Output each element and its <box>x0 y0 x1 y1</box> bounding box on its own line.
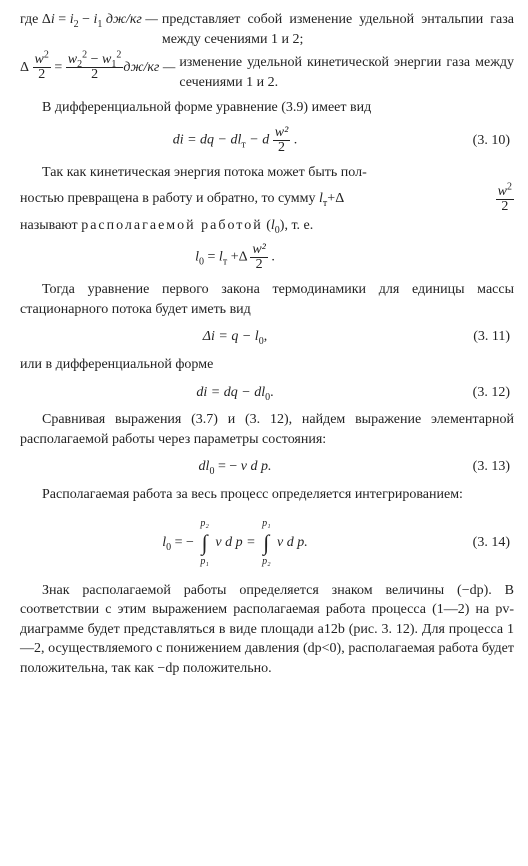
var-i: i <box>51 12 55 27</box>
intsym2: ∫ <box>263 531 269 555</box>
b2: p₂ <box>262 555 270 567</box>
b: p₁ <box>200 556 208 567</box>
eq313-body: dl0 = − v d p. <box>20 457 450 477</box>
e312-t: di = dq − dl <box>196 385 265 400</box>
para-sign: Знак располагаемой работы определяется з… <box>20 581 514 679</box>
unit2: дж/кг — <box>123 58 175 78</box>
eq: = <box>208 250 216 265</box>
para-then: Тогда уравнение первого закона термодина… <box>20 280 514 319</box>
unit: дж/кг — <box>106 12 158 27</box>
s1: 1 <box>97 19 102 30</box>
kb-pre: ностью превращена в работу и обратно, то… <box>20 191 319 206</box>
eq: = − <box>175 535 194 550</box>
b: p₂ <box>262 556 270 567</box>
minus: − <box>82 12 90 27</box>
s2: 2 <box>74 19 79 30</box>
def1-rhs: представляет собой изменение удельной эн… <box>162 10 514 49</box>
kb-plus: +Δ <box>327 191 344 206</box>
equation-3-12: di = dq − dl0. (3. 12) <box>20 383 514 403</box>
definition-delta-w2: Δ w2 2 = w22 − w12 2 дж/кг — изменение у… <box>20 53 514 92</box>
plus: +Δ <box>231 250 247 265</box>
eq310-no: (3. 10) <box>450 131 514 151</box>
e310-dot: . <box>290 133 297 148</box>
eq: = <box>58 12 66 27</box>
t2: p₁ <box>262 519 270 531</box>
para-diff-form: В дифференциальной форме уравнение (3.9)… <box>20 98 514 118</box>
d: 2 <box>250 258 268 272</box>
definition-delta-i: где Δi = i2 − i1 дж/кг — представляет со… <box>20 10 514 49</box>
eq312-body: di = dq − dl0. <box>20 383 450 403</box>
eq: = − <box>218 459 237 474</box>
int1: p₂ ∫ p₁ <box>197 519 211 567</box>
e311-t: Δi = q − l <box>203 329 259 344</box>
dl: dl <box>199 459 210 474</box>
para-or: или в дифференциальной форме <box>20 355 514 375</box>
para-kinetic-2: ностью превращена в работу и обратно, то… <box>20 185 514 214</box>
para-kinetic-3: называют располагаемой работой (l0), т. … <box>20 216 514 236</box>
eq313-no: (3. 13) <box>450 457 514 477</box>
def2-lhs: Δ w2 2 = w22 − w12 2 дж/кг — <box>20 53 179 82</box>
para-kinetic-1: Так как кинетическая энергия потока може… <box>20 163 514 183</box>
eq310-body: di = dq − dlт − d w² 2 . <box>20 126 450 155</box>
tail: v d p. <box>277 535 308 550</box>
kc-pre: называют <box>20 218 81 233</box>
def2-rhs: изменение удельной кинетической энергии … <box>179 53 514 92</box>
equation-3-14: l0 = − p₂ ∫ p₁ v d p = p₁ ∫ p₂ v d p. (3… <box>20 519 514 567</box>
kc-post: ( <box>263 218 271 233</box>
equation-l0-def: l0 = lт +Δ w² 2 . <box>20 243 514 272</box>
frac-w2-diff: w22 − w12 2 <box>66 53 124 82</box>
s0: 0 <box>166 542 171 553</box>
def1-lhs: где Δi = i2 − i1 дж/кг — <box>20 10 162 30</box>
s0: 0 <box>199 257 204 268</box>
t: w² <box>275 125 289 140</box>
equation-3-11: Δi = q − l0, (3. 11) <box>20 327 514 347</box>
equation-3-13: dl0 = − v d p. (3. 13) <box>20 457 514 477</box>
kc-end: ), т. е. <box>280 218 313 233</box>
eq311-body: Δi = q − l0, <box>20 327 450 347</box>
e310-b: − d <box>246 133 273 148</box>
e311-c: , <box>264 329 268 344</box>
e310-num: w² <box>273 126 291 141</box>
fr: w² 2 <box>250 243 268 272</box>
e310-frac: w² 2 <box>273 126 291 155</box>
equation-3-10: di = dq − dlт − d w² 2 . (3. 10) <box>20 126 514 155</box>
e310-a: di = dq − dl <box>173 133 242 148</box>
st: т <box>223 257 227 268</box>
eq314-no: (3. 14) <box>450 533 514 553</box>
dp: d p. <box>247 459 272 474</box>
eq-l0-body: l0 = lт +Δ w² 2 . <box>20 243 450 272</box>
n: w² <box>252 242 266 257</box>
b1: p₁ <box>200 555 208 567</box>
frac-w2-left: w2 2 <box>33 53 51 82</box>
t: p₂ <box>200 518 208 529</box>
e310-den: 2 <box>273 141 291 155</box>
int2: p₁ ∫ p₂ <box>259 519 273 567</box>
t: p₁ <box>262 518 270 529</box>
kb-frac: w2 2 <box>496 185 514 214</box>
s0: 0 <box>209 466 214 477</box>
eq312-no: (3. 12) <box>450 383 514 403</box>
e312-d: . <box>270 385 274 400</box>
intsym1: ∫ <box>202 531 208 555</box>
mid: v d p = <box>215 535 255 550</box>
txt: где Δ <box>20 12 51 27</box>
dot: . <box>268 250 275 265</box>
t1: p₂ <box>200 519 208 531</box>
para-compare: Сравнивая выражения (3.7) и (3. 12), най… <box>20 410 514 449</box>
eq314-body: l0 = − p₂ ∫ p₁ v d p = p₁ ∫ p₂ v d p. <box>20 519 450 567</box>
kc-term: располагаемой работой <box>81 218 263 233</box>
eq311-no: (3. 11) <box>450 327 514 347</box>
para-integral: Располагаемая работа за весь процесс опр… <box>20 485 514 505</box>
